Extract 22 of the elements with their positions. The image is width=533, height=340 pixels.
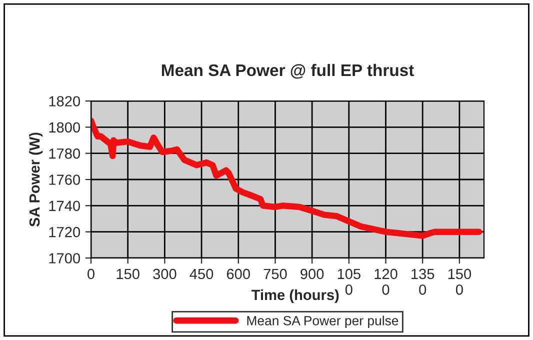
y-axis-title: SA Power (W) (28, 132, 43, 227)
x-tick-label: 150 (116, 268, 140, 280)
x-tick-label: 135 0 (412, 268, 434, 295)
y-tick-label: 1800 (49, 122, 80, 133)
x-tick-label: 0 (88, 268, 94, 280)
x-tick-label: 450 (190, 268, 214, 280)
x-tick-label: 900 (300, 268, 324, 280)
y-tick-label: 1760 (49, 174, 80, 185)
x-axis-title: Time (hours) (252, 289, 339, 303)
x-tick-label: 600 (226, 268, 250, 280)
x-tick-label: 300 (153, 268, 176, 280)
x-tick-label: 120 0 (374, 268, 398, 295)
chart-title: Mean SA Power @ full EP thrust (162, 64, 414, 79)
x-tick-label: 105 0 (338, 268, 360, 295)
legend-label: Mean SA Power per pulse (247, 316, 398, 328)
y-tick-label: 1740 (49, 200, 80, 212)
y-tick-label: 1700 (49, 253, 80, 264)
y-tick-label: 1780 (49, 148, 80, 159)
x-tick-label: 750 (264, 268, 287, 280)
y-tick-label: 1720 (49, 226, 80, 238)
y-tick-label: 1820 (49, 96, 80, 106)
x-tick-label: 150 0 (448, 268, 472, 295)
